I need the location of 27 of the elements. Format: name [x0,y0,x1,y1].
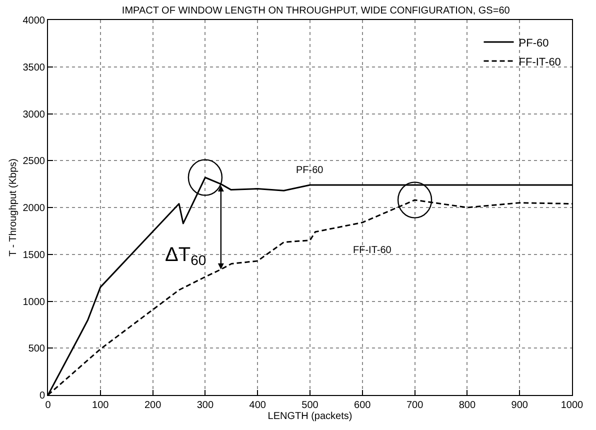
x-tick-label: 1000 [560,400,584,411]
legend-label: FF-IT-60 [518,56,561,68]
x-tick-label: 500 [302,400,319,411]
annotation: ΔT$_{60}$ [165,244,206,268]
legend-label: PF-60 [518,37,549,50]
annotation: FF-IT-60 [353,245,392,256]
x-axis-title: LENGTH (packets) [268,411,352,422]
x-tick-label: 800 [458,400,476,411]
y-axis-title: T - Throughput (Kbps) [8,158,19,257]
y-tick-label: 4000 [22,16,46,26]
x-tick-label: 100 [92,400,110,411]
y-tick-label: 500 [28,344,46,355]
x-tick-label: 300 [196,400,214,411]
y-tick-label: 1500 [22,250,46,261]
x-tick-label: 200 [144,400,162,411]
y-tick-label: 3000 [22,109,46,120]
x-tick-label: 900 [511,400,528,411]
y-tick-label: 1000 [22,296,46,308]
chart-title: IMPACT OF WINDOW LENGTH ON THROUGHPUT, WIDE CONFIGURATION, GS=60 [122,5,510,16]
y-tick-label: 0 [39,390,46,402]
y-tick-label: 3500 [22,62,46,74]
annotation: PF-60 [296,165,324,176]
y-tick-label: 2000 [22,203,46,214]
y-tick-label: 2500 [22,156,46,168]
x-tick-label: 700 [406,400,424,411]
x-tick-label: 400 [249,400,266,411]
x-tick-label: 600 [354,400,372,411]
